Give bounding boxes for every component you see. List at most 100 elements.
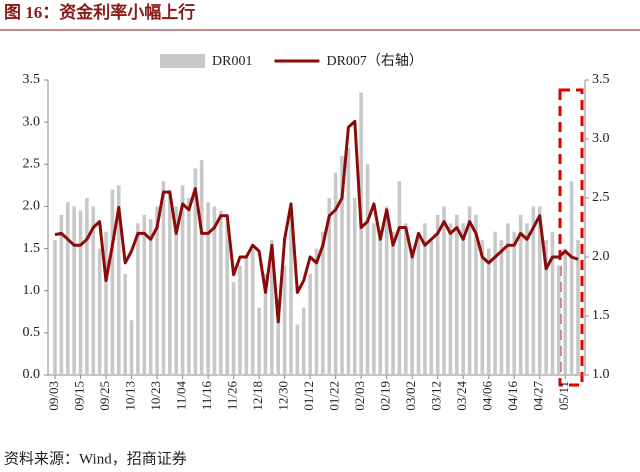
bar [474, 214, 478, 375]
x-tick-label: 01/22 [327, 381, 342, 411]
x-tick-label: 04/27 [531, 381, 546, 411]
bar [340, 155, 344, 375]
bar [231, 282, 236, 375]
x-tick-label: 02/03 [352, 381, 367, 411]
bar [199, 160, 204, 375]
bar [327, 198, 332, 375]
bar [359, 92, 363, 376]
bar [193, 168, 198, 375]
bar [410, 248, 414, 375]
chart-title: 图 16：资金利率小幅上行 [4, 2, 195, 22]
bar [257, 307, 261, 375]
bar [129, 320, 134, 375]
x-tick-label: 03/02 [403, 381, 418, 411]
y2-tick-label: 2.5 [592, 190, 610, 205]
bar [531, 206, 536, 375]
bar [563, 248, 568, 375]
x-tick-label: 09/25 [97, 381, 112, 411]
bar [225, 223, 230, 375]
x-tick-label: 11/26 [225, 381, 240, 411]
bar [59, 214, 64, 375]
bar [480, 240, 485, 375]
x-tick-label: 10/23 [148, 381, 163, 411]
bar [314, 248, 319, 375]
y2-tick-label: 2.0 [592, 249, 610, 264]
bar [518, 214, 523, 375]
x-tick-label: 04/16 [505, 381, 520, 411]
bar [187, 198, 191, 375]
legend-label: DR007（右轴） [326, 53, 422, 69]
bar [365, 164, 370, 375]
bar [525, 223, 529, 375]
bar [506, 223, 510, 375]
bar [499, 240, 504, 375]
bar [321, 231, 325, 375]
bar [537, 206, 542, 375]
bar [250, 248, 255, 375]
bar [161, 181, 166, 375]
bar [352, 198, 357, 375]
bar [244, 257, 249, 375]
bar [576, 240, 580, 375]
bar [550, 231, 555, 375]
bar [53, 240, 57, 375]
bar [148, 219, 153, 375]
bar [238, 265, 242, 375]
y-tick-label: 3.0 [23, 114, 41, 129]
bar [435, 214, 440, 375]
bar [72, 206, 76, 375]
y-tick-label: 2.0 [23, 199, 41, 214]
bar [493, 231, 497, 375]
bar [168, 189, 172, 375]
bar [174, 206, 178, 375]
x-tick-label: 12/30 [276, 381, 291, 411]
bar [78, 210, 83, 375]
x-tick-label: 09/15 [71, 381, 86, 411]
x-tick-label: 02/19 [378, 381, 393, 411]
bar [104, 231, 108, 375]
bar [142, 214, 147, 375]
bar [289, 214, 293, 375]
bar [346, 147, 351, 375]
bar [110, 189, 115, 375]
bar [116, 185, 121, 375]
bar [333, 172, 338, 375]
bar [416, 231, 421, 375]
bar [461, 223, 465, 375]
x-tick-label: 09/03 [46, 381, 61, 411]
bar [123, 273, 127, 375]
bar [295, 324, 300, 375]
bar [97, 248, 102, 375]
y-tick-label: 1.5 [23, 241, 41, 256]
legend-label: DR001 [212, 54, 252, 69]
bar [372, 223, 376, 375]
bar [206, 202, 210, 375]
bar [136, 223, 140, 375]
x-tick-label: 11/04 [174, 381, 189, 411]
legend-swatch [160, 54, 205, 68]
x-tick-label: 03/24 [454, 381, 469, 411]
y2-tick-label: 1.5 [592, 308, 610, 323]
bar [384, 206, 389, 375]
bar [397, 181, 402, 375]
highlight-box [558, 88, 584, 387]
bar [301, 307, 306, 375]
bar [308, 273, 312, 375]
bar [270, 240, 274, 375]
y2-tick-label: 1.0 [592, 367, 610, 382]
y-tick-label: 2.5 [23, 157, 41, 172]
x-tick-label: 04/06 [480, 381, 495, 411]
bar [263, 273, 268, 375]
bar [544, 240, 548, 375]
line [54, 119, 579, 324]
bar [448, 223, 453, 375]
x-tick-label: 05/11 [556, 381, 571, 410]
bar [423, 223, 427, 375]
bar [391, 231, 395, 375]
bar [467, 206, 472, 375]
x-tick-label: 11/16 [199, 381, 214, 411]
bar [276, 299, 281, 375]
bar [557, 265, 561, 375]
bar [378, 235, 383, 375]
